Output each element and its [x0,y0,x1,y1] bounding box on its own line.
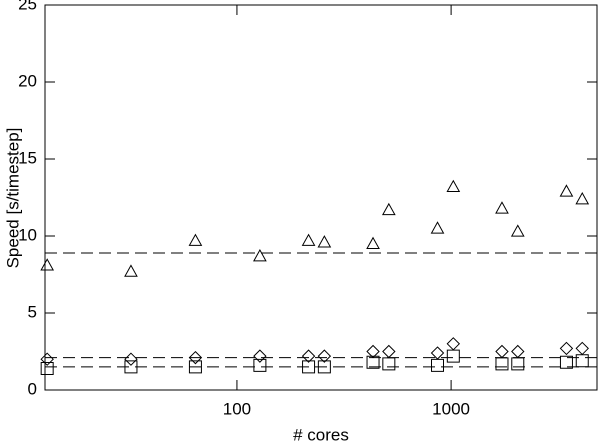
data-point [188,360,202,374]
data-point [575,192,590,205]
data-point [253,349,267,363]
data-point [495,344,509,359]
data-point [317,349,332,363]
data-point [40,352,54,366]
data-point [575,341,589,356]
y-tick-label: 15 [18,148,37,167]
data-point [317,360,331,374]
data-point [253,358,267,372]
data-point [302,360,316,374]
data-point [382,357,396,371]
y-tick-label: 25 [18,0,37,13]
data-point [431,358,445,372]
data-point [382,344,396,359]
plot-frame [44,4,598,391]
x-tick-label: 1000 [432,399,470,418]
data-point [559,184,574,197]
data-point [381,202,396,216]
data-point [124,360,138,374]
data-point [511,344,525,359]
data-point [124,352,138,366]
y-axis-label: Speed [s/timestep] [3,128,22,269]
y-tick-label: 5 [28,302,37,321]
data-point [495,357,509,371]
data-point [301,349,316,363]
data-point [559,355,573,369]
data-point [446,337,461,351]
y-tick-label: 20 [18,71,37,90]
data-point [430,221,445,234]
data-point [495,201,509,214]
data-point [446,179,461,193]
data-point [510,224,525,237]
data-point [366,355,380,369]
data-point [317,235,332,248]
data-point [40,361,54,375]
x-axis-label: # cores [293,425,349,444]
data-point [40,258,55,271]
data-point [511,357,525,371]
data-point [366,236,380,249]
data-point [188,233,203,246]
data-point [188,350,203,365]
data-point [366,344,380,359]
data-point [559,341,574,356]
data-point [124,264,138,277]
data-point [301,233,316,246]
data-point [446,349,460,363]
data-point [253,248,267,262]
x-tick-label: 100 [223,399,251,418]
data-point [575,354,589,368]
y-tick-label: 10 [18,225,37,244]
y-tick-label: 0 [28,379,37,398]
